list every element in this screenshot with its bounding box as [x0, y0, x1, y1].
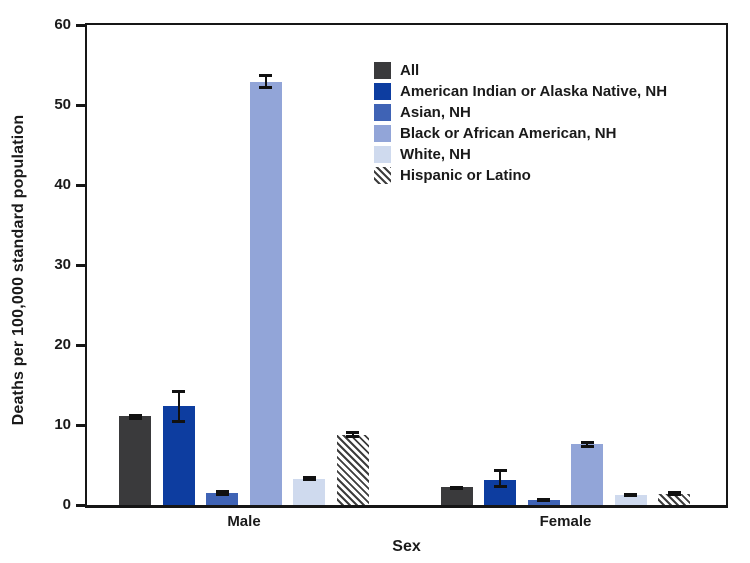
error-bar-cap-bottom: [302, 478, 316, 482]
error-bar-cap-bottom: [537, 499, 551, 502]
x-axis-title: Sex: [392, 538, 421, 555]
legend-swatch-black-or-african-american-nh: [374, 125, 391, 142]
error-bar-cap-bottom: [450, 487, 464, 490]
legend-label: Asian, NH: [400, 104, 471, 121]
legend-swatch-all: [374, 62, 391, 79]
error-bar-cap-bottom: [346, 435, 360, 438]
bar-all-male: [119, 416, 152, 505]
y-tick-label: 10: [54, 416, 71, 433]
legend-label: Black or African American, NH: [400, 125, 617, 142]
error-bar-cap-bottom: [259, 86, 273, 90]
y-tick-label: 40: [54, 176, 71, 193]
error-bar-cap-top: [493, 468, 507, 472]
legend-label: White, NH: [400, 146, 471, 163]
y-tick-label: 0: [62, 496, 71, 513]
error-bar-cap-top: [259, 74, 273, 78]
bar-asian-nh-female: [527, 500, 560, 505]
error-bar-line: [177, 390, 180, 422]
legend-label: American Indian or Alaska Native, NH: [400, 83, 668, 100]
error-bar-cap-bottom: [128, 416, 142, 420]
legend-item-white-nh: White, NH: [374, 146, 667, 163]
error-bar-cap-bottom: [667, 493, 681, 497]
error-bar-line: [264, 75, 267, 89]
bar-asian-nh-male: [206, 493, 239, 505]
y-tick-label: 30: [54, 256, 71, 273]
plot-area: 0 10 20 30 40 50 60 All American Indian or Alask…: [54, 16, 728, 513]
y-tick-label: 60: [54, 16, 71, 33]
error-bar-cap-bottom: [624, 494, 638, 498]
error-bar-line: [351, 432, 354, 437]
legend-label: All: [400, 62, 420, 79]
bar-black-or-african-american-nh-female: [571, 444, 604, 505]
y-tick-mark: [76, 183, 85, 187]
y-tick-mark: [76, 263, 85, 267]
bar-black-or-african-american-nh-male: [249, 81, 282, 505]
y-tick-label: 50: [54, 96, 71, 113]
legend-item-all: All: [374, 62, 667, 79]
y-tick-mark: [76, 423, 85, 427]
x-category-label-female: Female: [539, 513, 592, 530]
bar-hispanic-or-latino-female: [658, 493, 691, 505]
y-axis-title: Deaths per 100,000 standard population: [10, 114, 27, 426]
legend-swatch-white-nh: [374, 146, 391, 163]
legend-label: Hispanic or Latino: [400, 167, 531, 184]
error-bar-cap-top: [302, 476, 316, 479]
error-bar-cap-bottom: [215, 492, 229, 496]
legend-item-black-or-african-american-nh: Black or African American, NH: [374, 125, 667, 142]
error-bar-cap-bottom: [493, 484, 507, 488]
error-bar-cap-top: [215, 489, 229, 493]
error-bar-cap-top: [346, 431, 360, 435]
y-tick-mark: [76, 103, 85, 107]
y-tick-mark: [76, 343, 85, 347]
legend-swatch-asian-nh: [374, 104, 391, 121]
bar-all-female: [440, 487, 473, 505]
error-bar-cap-top: [580, 440, 594, 444]
legend-item-asian-nh: Asian, NH: [374, 104, 667, 121]
legend-swatch-hispanic-or-latino: [374, 167, 391, 184]
legend-swatch-american-indian-or-alaska-native-nh: [374, 83, 391, 100]
bar-white-nh-male: [293, 478, 326, 505]
error-bar-cap-bottom: [580, 444, 594, 448]
legend-item-american-indian-or-alaska-native-nh: American Indian or Alaska Native, NH: [374, 83, 667, 100]
error-bar-cap-top: [172, 389, 186, 393]
y-tick-mark: [76, 23, 85, 27]
error-bar-line: [499, 469, 502, 487]
y-tick-label: 20: [54, 336, 71, 353]
x-category-label-male: Male: [227, 513, 261, 530]
error-bar-line: [586, 441, 589, 447]
y-tick-mark: [76, 503, 85, 507]
bar-hispanic-or-latino-male: [336, 434, 369, 505]
bar-white-nh-female: [614, 495, 647, 505]
legend-item-hispanic-or-latino: Hispanic or Latino: [374, 167, 667, 184]
legend: All American Indian or Alaska Native, NH A…: [374, 62, 667, 188]
error-bar-cap-top: [667, 491, 681, 495]
error-bar-cap-bottom: [172, 419, 186, 423]
error-bar-cap-top: [128, 413, 142, 417]
